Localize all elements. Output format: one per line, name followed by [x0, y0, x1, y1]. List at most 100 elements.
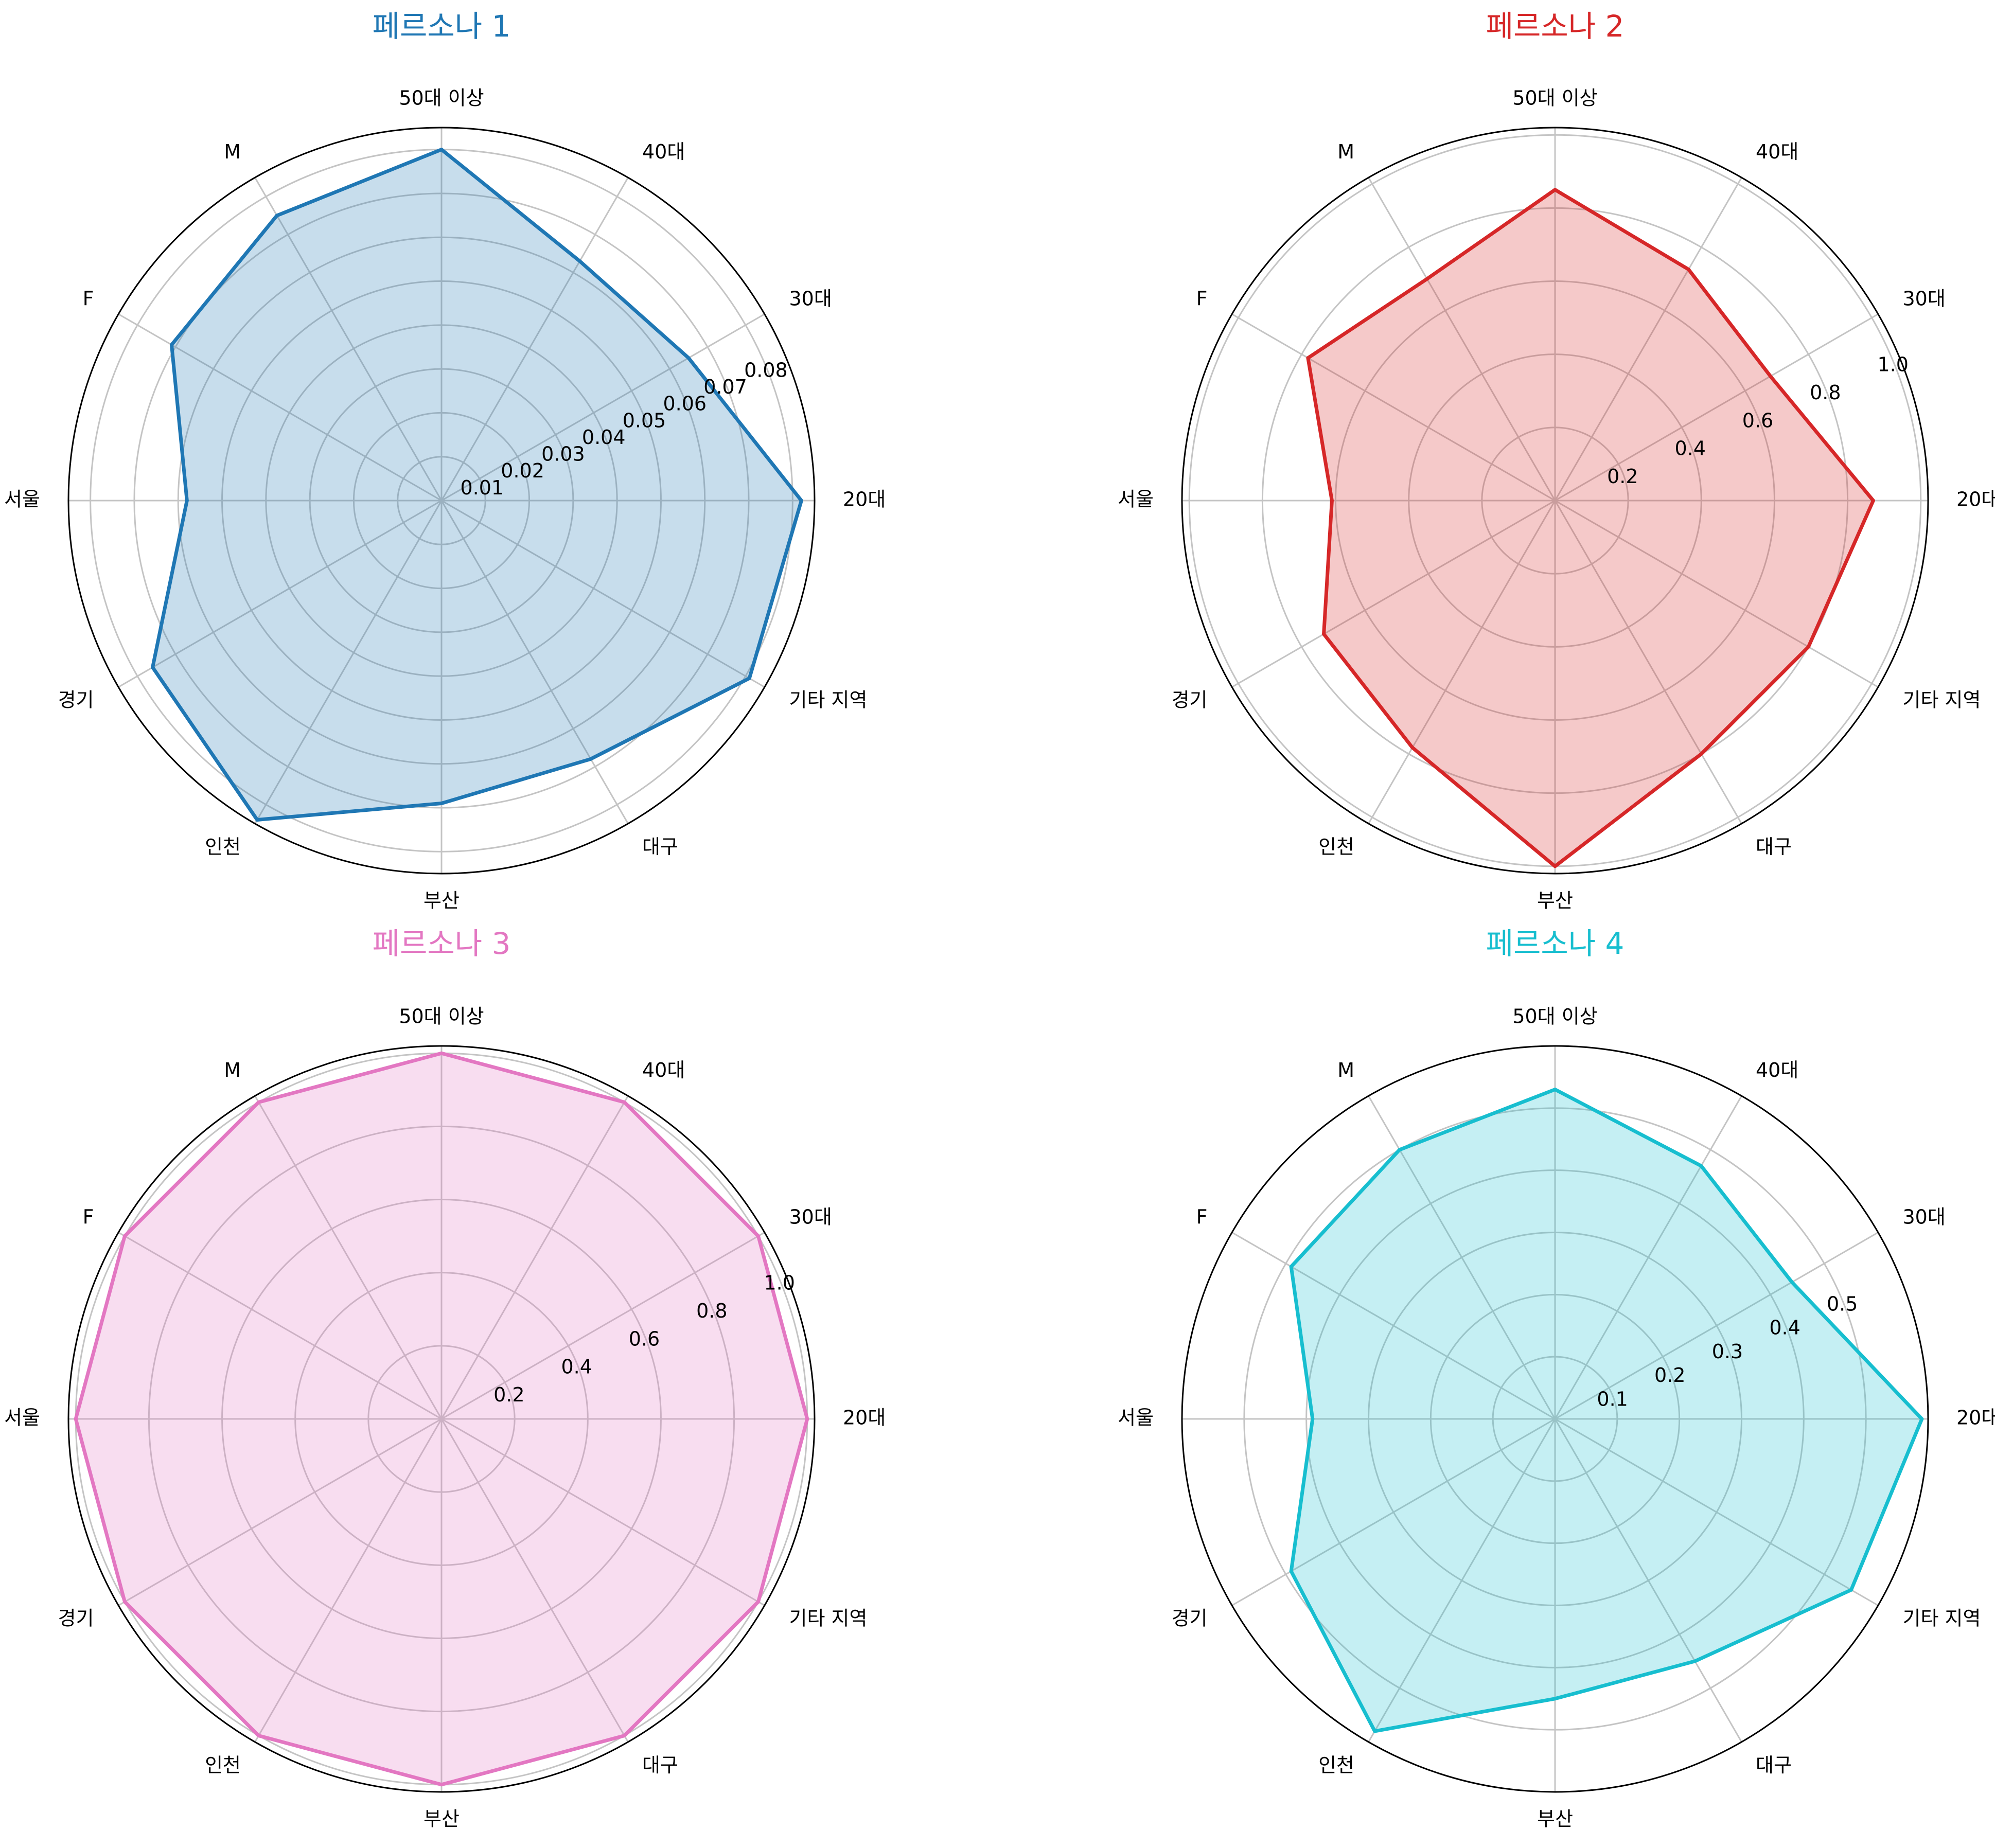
data-point	[255, 818, 259, 822]
category-label: 30대	[789, 288, 832, 310]
data-point	[1790, 1280, 1794, 1284]
category-label: M	[224, 140, 241, 163]
data-point	[151, 665, 155, 669]
data-point	[185, 499, 189, 503]
grid-spoke	[118, 1418, 442, 1606]
data-point	[1699, 752, 1703, 756]
series-area	[152, 149, 802, 820]
grid-spoke	[254, 177, 443, 501]
grid-spoke	[254, 500, 443, 824]
polar-frame	[1181, 127, 1929, 875]
category-label: 40대	[1756, 1059, 1798, 1081]
data-point	[756, 1234, 761, 1238]
data-point	[439, 1783, 444, 1787]
radar-panel-persona-4: 페르소나 4 0.1 0.2 0.3 0.4 0.5 20대 30대 40대 50대 이상 M F 서울…	[1118, 926, 1995, 1830]
data-point	[805, 1417, 809, 1421]
category-label: 부산	[423, 1808, 460, 1831]
category-label: 경기	[1172, 689, 1208, 712]
polar-frame	[1181, 1045, 1929, 1793]
radial-tick-label: 1.0	[1877, 353, 1908, 376]
data-point	[170, 343, 173, 347]
data-point	[1920, 1417, 1924, 1421]
category-label: 서울	[1118, 488, 1154, 511]
grid-spoke	[118, 500, 442, 688]
grid-spoke	[1555, 313, 1879, 502]
radial-tick-label: 0.2	[493, 1383, 524, 1406]
grid-spoke	[1555, 500, 1879, 688]
data-point	[1871, 499, 1875, 503]
radial-tick-label: 0.02	[501, 459, 544, 482]
data-point	[756, 1600, 761, 1604]
panel-title: 페르소나 4	[1486, 926, 1625, 961]
radial-tick-label: 0.6	[1742, 409, 1773, 432]
grid-spoke	[1368, 1418, 1556, 1743]
data-point	[439, 802, 444, 805]
radar-panel-persona-1: 페르소나 1 0.010.020.030.040.050.060.070.08 20…	[4, 9, 886, 912]
data-point	[1410, 745, 1415, 750]
data-point	[1306, 356, 1310, 360]
grid-spoke	[440, 1095, 629, 1419]
category-label: 서울	[1118, 1407, 1154, 1429]
data-point	[257, 1734, 261, 1738]
data-point	[1373, 1729, 1377, 1733]
radial-tick-label: 0.06	[663, 393, 707, 415]
radial-tick-label: 0.04	[582, 426, 626, 449]
data-point	[1553, 1697, 1557, 1701]
data-point	[1849, 1588, 1853, 1592]
radial-tick-label: 0.08	[744, 359, 788, 381]
category-label: 50대 이상	[1512, 87, 1597, 110]
grid-spoke	[1554, 500, 1742, 824]
radial-tick-label: 0.03	[541, 443, 585, 466]
category-label: 30대	[1903, 288, 1946, 310]
category-label: M	[1337, 1059, 1354, 1081]
polar-frame	[67, 1045, 816, 1793]
category-label: F	[83, 1206, 94, 1229]
category-label: 40대	[642, 140, 685, 163]
category-label: 20대	[843, 488, 886, 511]
data-point	[1322, 632, 1326, 636]
data-point	[622, 1100, 626, 1104]
radial-tick-label: 0.4	[1674, 437, 1705, 460]
data-point	[799, 499, 803, 503]
category-label: 대구	[1756, 836, 1792, 858]
category-label: 부산	[423, 890, 460, 912]
grid-spoke	[1555, 1232, 1879, 1420]
data-point	[122, 1600, 127, 1604]
category-label: 경기	[58, 689, 94, 712]
data-point	[1425, 277, 1429, 281]
panel-title: 페르소나 2	[1486, 9, 1625, 44]
radial-tick-label: 0.8	[1810, 381, 1841, 404]
grid-spoke	[1555, 1418, 1879, 1606]
polar-frame	[67, 127, 816, 875]
category-label: F	[1196, 288, 1208, 310]
grid-spoke	[441, 500, 765, 688]
grid-spoke	[1554, 1095, 1742, 1419]
radial-tick-label: 0.2	[1607, 465, 1638, 488]
grid-spoke	[441, 1232, 765, 1420]
category-label: 부산	[1537, 1808, 1573, 1831]
grid-spoke	[441, 313, 765, 502]
category-label: F	[1196, 1206, 1208, 1229]
radial-tick-label: 0.3	[1712, 1340, 1743, 1363]
grid-spoke	[1368, 500, 1556, 824]
category-label: 부산	[1537, 890, 1573, 912]
grid-spoke	[1231, 1418, 1556, 1606]
grid-spoke	[118, 1232, 442, 1420]
category-label: 20대	[1956, 1407, 1995, 1429]
category-label: 서울	[4, 488, 40, 511]
radial-tick-label: 0.5	[1827, 1292, 1858, 1315]
data-point	[1553, 1088, 1557, 1092]
data-point	[122, 1234, 127, 1238]
grid-spoke	[1231, 1232, 1556, 1420]
category-label: 기타 지역	[789, 689, 868, 712]
data-point	[578, 259, 582, 263]
data-point	[1330, 499, 1334, 503]
data-point	[257, 1100, 261, 1104]
data-point	[1289, 1265, 1293, 1269]
category-label: 40대	[1756, 140, 1798, 163]
category-label: 20대	[843, 1407, 886, 1429]
grid-spoke	[254, 1095, 443, 1419]
data-point	[686, 356, 691, 360]
radial-tick-label: 0.2	[1654, 1364, 1685, 1387]
series-area	[76, 1053, 807, 1785]
